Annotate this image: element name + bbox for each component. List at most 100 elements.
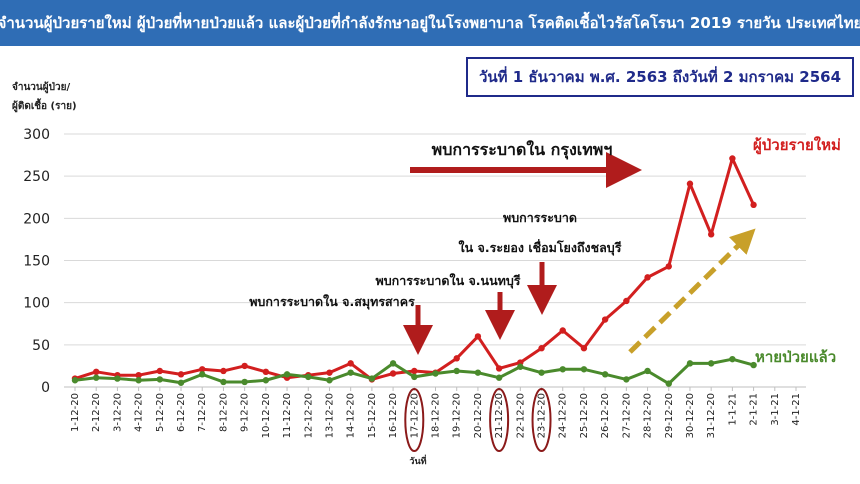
data-point <box>580 366 588 373</box>
y-tick-label: 300 <box>23 127 50 143</box>
data-point <box>389 360 397 367</box>
data-point <box>538 369 545 376</box>
data-point <box>559 327 566 334</box>
date-range-box: วันที่ 1 ธันวาคม พ.ศ. 2563 ถึงวันที่ 2 ม… <box>466 57 854 97</box>
data-point <box>517 363 524 370</box>
chart-title: จำนวนผู้ป่วยรายใหม่ ผู้ป่วยที่หายป่วยแล้… <box>0 0 860 46</box>
data-point <box>220 378 227 386</box>
data-point <box>623 297 630 305</box>
data-point <box>601 316 609 323</box>
x-tick-label: 20-12-20 <box>473 393 484 438</box>
annotation-rayong-line2: ใน จ.ระยอง เชื่อมโยงถึงชลบุรี <box>459 239 622 256</box>
data-point <box>538 345 545 352</box>
data-point <box>453 367 460 375</box>
x-tick-label: 3-12-20 <box>112 393 123 432</box>
series-line <box>74 156 755 381</box>
data-point <box>368 375 376 382</box>
data-point <box>93 368 100 376</box>
date-highlights <box>404 388 552 452</box>
x-tick-label: 8-12-20 <box>218 393 229 432</box>
x-tick-label: 21-12-20 <box>494 393 505 438</box>
data-point <box>686 360 694 367</box>
x-tick-label: 2-1-21 <box>749 393 760 426</box>
data-point <box>729 355 736 363</box>
x-tick-label: 1-12-20 <box>70 393 81 432</box>
data-point <box>580 345 588 352</box>
data-point <box>601 371 609 378</box>
x-tick-label: 18-12-20 <box>431 393 442 438</box>
data-point <box>665 263 672 270</box>
data-point <box>135 377 142 384</box>
x-tick-label: 29-12-20 <box>664 393 675 438</box>
data-point <box>199 366 206 373</box>
x-tick-label: 3-1-21 <box>770 393 781 426</box>
x-tick-label: 27-12-20 <box>621 393 632 438</box>
data-point <box>495 374 503 381</box>
x-tick-label: 26-12-20 <box>600 393 611 438</box>
x-tick-label: 4-12-20 <box>134 393 145 432</box>
x-tick-label: 28-12-20 <box>643 393 654 438</box>
x-tick-label: 23-12-20 <box>537 393 548 438</box>
x-tick-label: 7-12-20 <box>197 393 208 432</box>
x-tick-label: 22-12-20 <box>515 393 526 438</box>
data-point <box>177 371 185 378</box>
x-tick-label: 30-12-20 <box>685 393 696 438</box>
data-point <box>644 367 651 375</box>
x-tick-label: 14-12-20 <box>346 393 357 438</box>
data-point <box>750 201 757 209</box>
data-point <box>347 360 354 367</box>
x-tick-label: 11-12-20 <box>282 393 293 438</box>
x-axis-label: วันที่ <box>409 454 426 467</box>
x-tick-label: 12-12-20 <box>303 393 314 438</box>
data-point <box>559 366 566 373</box>
x-tick-label: 15-12-20 <box>367 393 378 438</box>
data-point <box>474 369 482 376</box>
annotation-samut-sakhon: พบการระบาดใน จ.สมุทรสาคร <box>249 294 415 310</box>
series-label-new-cases: ผู้ป่วยรายใหม่ <box>753 136 841 155</box>
data-point <box>495 365 503 372</box>
data-point <box>453 355 460 362</box>
date-highlight-circle <box>404 388 425 452</box>
data-point <box>177 379 185 386</box>
y-axis-label-line1: จำนวนผู้ป่วย/ <box>12 82 71 93</box>
y-tick-label: 200 <box>23 211 50 227</box>
data-point <box>241 378 248 386</box>
data-point <box>305 373 312 381</box>
series-label-recovered: หายป่วยแล้ว <box>755 348 836 366</box>
x-tick-label: 10-12-20 <box>261 393 272 438</box>
y-axis-label-line2: ผู้ติดเชื้อ (ราย) <box>12 101 77 112</box>
data-point <box>156 367 164 375</box>
data-point <box>347 369 354 376</box>
annotation-bangkok: พบการระบาดใน กรุงเทพฯ <box>432 140 613 160</box>
x-tick-label: 17-12-20 <box>409 393 420 438</box>
trend-arrow <box>628 228 756 354</box>
data-point <box>262 377 270 384</box>
x-tick-label: 13-12-20 <box>324 393 335 438</box>
x-tick-label: 24-12-20 <box>558 393 569 438</box>
data-point <box>707 360 715 367</box>
x-tick-label: 1-1-21 <box>727 393 738 426</box>
date-highlight-circle <box>489 388 510 452</box>
annotation-rayong-line1: พบการระบาด <box>503 210 577 225</box>
x-tick-label: 19-12-20 <box>452 393 463 438</box>
x-tick-label: 9-12-20 <box>240 393 251 432</box>
series-lines <box>71 155 757 387</box>
data-point <box>686 180 694 187</box>
data-point <box>389 370 397 377</box>
data-point <box>729 155 736 162</box>
data-point <box>135 371 142 379</box>
data-point <box>411 373 418 381</box>
data-point <box>326 377 333 384</box>
data-point <box>750 361 757 369</box>
y-tick-label: 100 <box>23 296 50 312</box>
x-tick-label: 5-12-20 <box>155 393 166 432</box>
data-point <box>241 362 248 370</box>
x-tick-label: 25-12-20 <box>579 393 590 438</box>
data-point <box>623 376 630 383</box>
data-point <box>156 376 164 383</box>
data-point <box>71 377 79 384</box>
data-point <box>220 367 227 375</box>
series-labels: ผู้ป่วยรายใหม่หายป่วยแล้ว <box>753 136 841 366</box>
data-point <box>262 368 270 376</box>
